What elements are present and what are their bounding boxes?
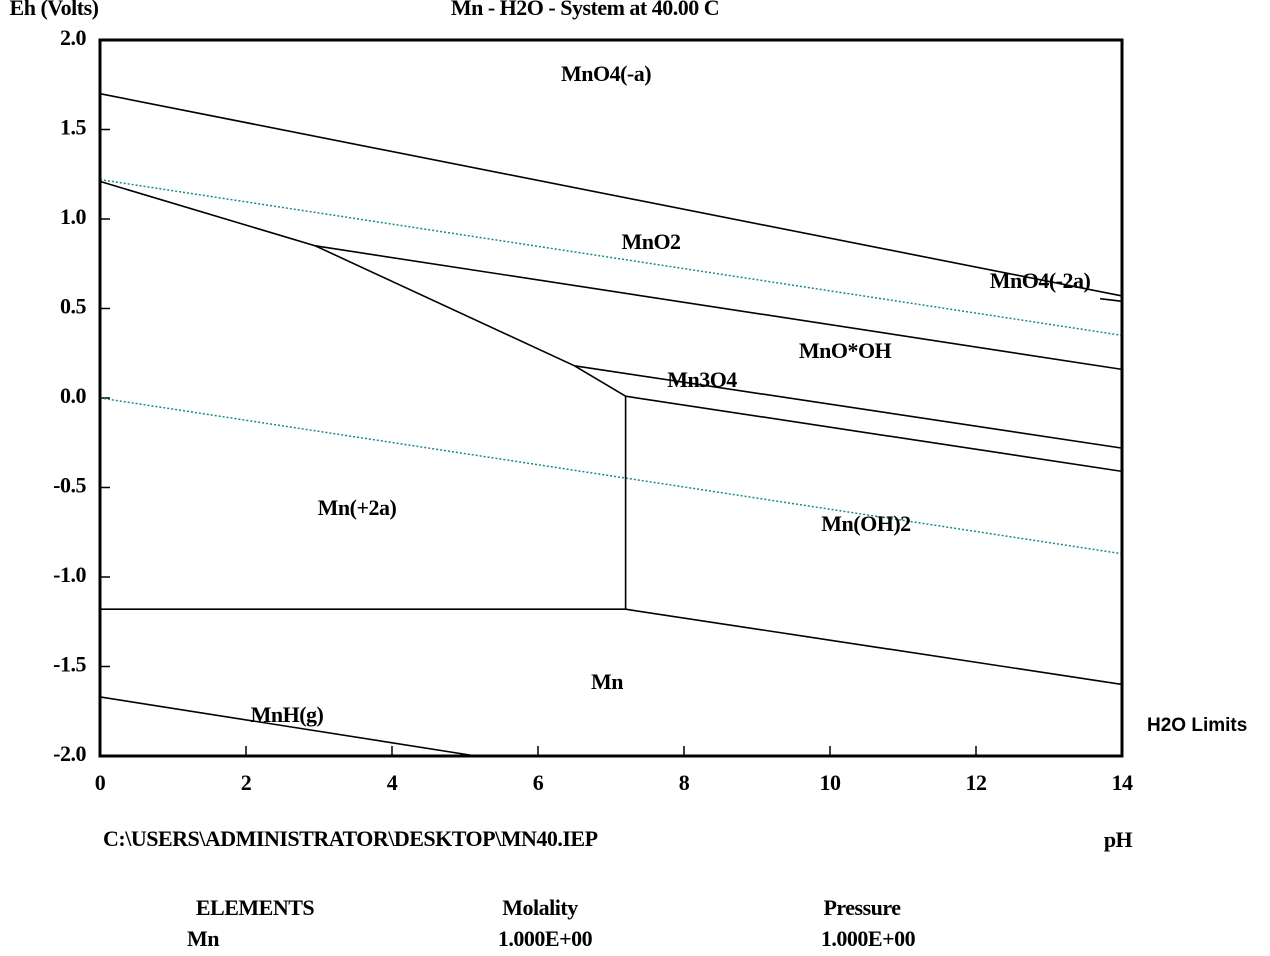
y-tick-label: -0.5 [53, 473, 86, 498]
y-tick-label: 0.0 [60, 383, 87, 408]
table-cell: 1.000E+00 [821, 926, 916, 951]
boundary-line [625, 395, 1123, 473]
y-tick-label: 1.5 [60, 115, 87, 140]
h2o-limit-line [99, 397, 1123, 555]
x-tick-label: 2 [241, 770, 252, 795]
x-tick-label: 4 [387, 770, 398, 795]
x-tick-label: 8 [679, 770, 690, 795]
y-tick-label: 2.0 [60, 25, 87, 50]
table-cell: 1.000E+00 [498, 926, 593, 951]
boundary-line [99, 180, 627, 397]
h2o-limit-line [99, 178, 1123, 337]
region-label: MnO2 [621, 229, 681, 254]
boundary-line [1100, 297, 1123, 303]
region-label: MnH(g) [251, 702, 324, 727]
boundary-line [574, 364, 1123, 449]
file-path: C:\USERS\ADMINISTRATOR\DESKTOP\MN40.IEP [103, 826, 598, 851]
x-axis-label: pH [1104, 827, 1133, 852]
y-tick-label: -1.5 [53, 652, 86, 677]
x-tick-label: 14 [1112, 770, 1134, 795]
boundary-line [99, 696, 477, 757]
y-axis-label: Eh (Volts) [10, 0, 99, 20]
table-cell: Mn [187, 926, 219, 951]
y-tick-label: -2.0 [53, 741, 86, 766]
boundary-line [315, 245, 1123, 371]
x-tick-label: 12 [966, 770, 988, 795]
legend-label: H2O Limits [1147, 715, 1247, 736]
table-header: Pressure [823, 895, 901, 920]
x-tick-label: 6 [533, 770, 544, 795]
chart-title: Mn - H2O - System at 40.00 C [451, 0, 719, 20]
plot-frame [98, 38, 1124, 758]
region-label: MnO*OH [799, 338, 892, 363]
region-label: MnO4(-a) [561, 61, 651, 86]
table-header: Molality [502, 895, 578, 920]
x-tick-label: 10 [820, 770, 842, 795]
region-label: MnO4(-2a) [990, 268, 1091, 293]
y-tick-label: 1.0 [60, 204, 87, 229]
y-tick-label: 0.5 [60, 294, 87, 319]
region-label: Mn3O4 [667, 367, 737, 392]
boundary-line [625, 608, 1123, 686]
table-header: ELEMENTS [196, 895, 315, 920]
x-tick-label: 0 [95, 770, 106, 795]
region-label: Mn [591, 669, 623, 694]
y-tick-label: -1.0 [53, 562, 86, 587]
region-label: Mn(OH)2 [821, 511, 911, 536]
boundary-line [99, 92, 1123, 297]
region-label: Mn(+2a) [318, 495, 397, 520]
